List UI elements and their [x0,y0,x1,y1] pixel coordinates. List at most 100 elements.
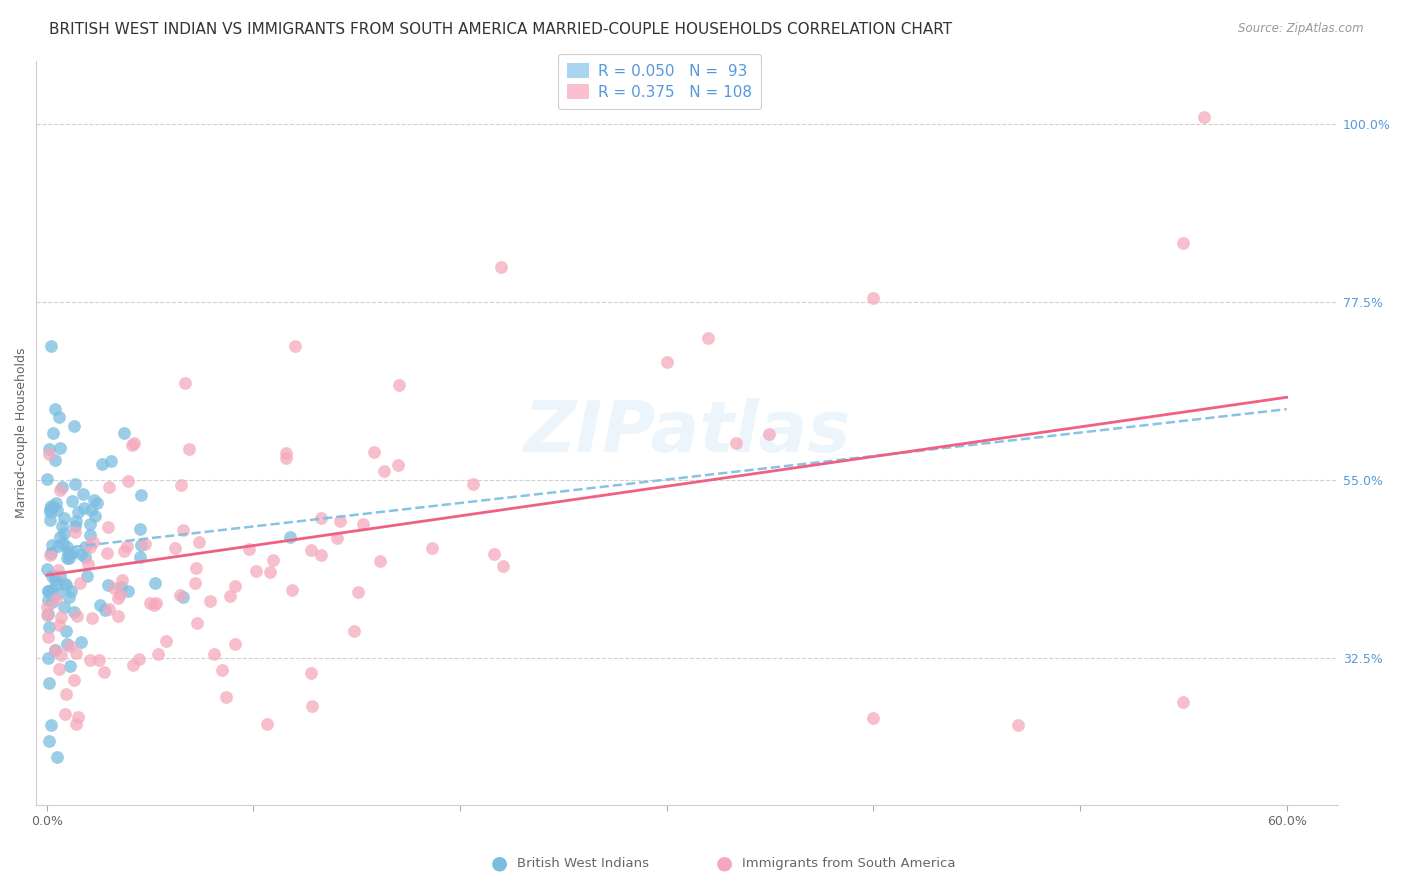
Text: Source: ZipAtlas.com: Source: ZipAtlas.com [1239,22,1364,36]
Immigrants from South America [112,543,135,558]
Immigrants from South America [128,652,150,666]
British West Indians [46,502,69,516]
Immigrants from South America [44,642,66,657]
British West Indians [89,599,111,613]
Immigrants from South America [177,442,200,457]
British West Indians [52,511,75,525]
Immigrants from South America [373,464,395,478]
Immigrants from South America [107,591,129,605]
British West Indians [38,619,60,633]
Text: Immigrants from South America: Immigrants from South America [742,857,956,870]
British West Indians [76,568,98,582]
Immigrants from South America [170,478,193,492]
Immigrants from South America [274,446,297,460]
Immigrants from South America [35,600,58,615]
British West Indians [39,582,62,597]
British West Indians [56,550,79,565]
Legend: R = 0.050   N =  93, R = 0.375   N = 108: R = 0.050 N = 93, R = 0.375 N = 108 [558,54,761,109]
Immigrants from South America [1192,110,1215,124]
Immigrants from South America [69,576,91,591]
Immigrants from South America [65,646,87,660]
British West Indians [63,418,86,433]
Immigrants from South America [259,566,281,580]
British West Indians [62,605,84,619]
British West Indians [35,562,58,576]
Immigrants from South America [697,331,720,345]
Immigrants from South America [49,483,72,497]
Immigrants from South America [262,553,284,567]
Immigrants from South America [224,579,246,593]
Immigrants from South America [301,665,323,680]
Immigrants from South America [89,653,111,667]
Immigrants from South America [325,531,347,545]
British West Indians [56,637,79,651]
Immigrants from South America [352,516,374,531]
British West Indians [94,603,117,617]
British West Indians [73,540,96,554]
Immigrants from South America [1173,695,1195,709]
Text: BRITISH WEST INDIAN VS IMMIGRANTS FROM SOUTH AMERICA MARRIED-COUPLE HOUSEHOLDS C: BRITISH WEST INDIAN VS IMMIGRANTS FROM S… [49,22,952,37]
Immigrants from South America [202,647,225,661]
British West Indians [38,505,60,519]
Immigrants from South America [82,611,104,625]
British West Indians [38,442,60,456]
Immigrants from South America [256,716,278,731]
Immigrants from South America [281,582,304,597]
Immigrants from South America [155,633,177,648]
British West Indians [73,500,96,515]
Immigrants from South America [219,589,242,603]
British West Indians [58,551,80,566]
Immigrants from South America [862,710,884,724]
Immigrants from South America [163,541,186,556]
Text: ZIPatlas: ZIPatlas [523,399,851,467]
British West Indians [41,595,63,609]
British West Indians [48,530,70,544]
Text: ●: ● [716,854,733,873]
British West Indians [83,493,105,508]
Text: British West Indians: British West Indians [517,857,650,870]
British West Indians [62,493,84,508]
Immigrants from South America [388,377,411,392]
British West Indians [55,624,77,639]
Immigrants from South America [115,539,138,553]
British West Indians [53,525,76,540]
British West Indians [37,584,59,599]
Immigrants from South America [122,436,145,450]
British West Indians [44,643,66,657]
Immigrants from South America [51,648,73,662]
Immigrants from South America [169,588,191,602]
Immigrants from South America [96,546,118,560]
Immigrants from South America [103,581,125,595]
Immigrants from South America [79,540,101,554]
British West Indians [39,501,62,516]
British West Indians [38,734,60,748]
British West Indians [90,457,112,471]
British West Indians [79,517,101,532]
Immigrants from South America [174,376,197,390]
Immigrants from South America [55,687,77,701]
British West Indians [39,339,62,353]
Immigrants from South America [725,435,748,450]
British West Indians [41,568,63,582]
Immigrants from South America [420,541,443,556]
British West Indians [48,410,70,425]
Immigrants from South America [148,647,170,661]
Immigrants from South America [492,558,515,573]
British West Indians [59,658,82,673]
British West Indians [37,607,59,621]
British West Indians [84,508,107,523]
British West Indians [86,496,108,510]
British West Indians [51,480,73,494]
Immigrants from South America [211,664,233,678]
Immigrants from South America [134,537,156,551]
British West Indians [39,547,62,561]
British West Indians [38,513,60,527]
Immigrants from South America [121,438,143,452]
Immigrants from South America [172,523,194,537]
Immigrants from South America [121,657,143,672]
Immigrants from South America [93,665,115,680]
British West Indians [37,592,59,607]
Immigrants from South America [200,593,222,607]
British West Indians [79,528,101,542]
Immigrants from South America [188,535,211,549]
